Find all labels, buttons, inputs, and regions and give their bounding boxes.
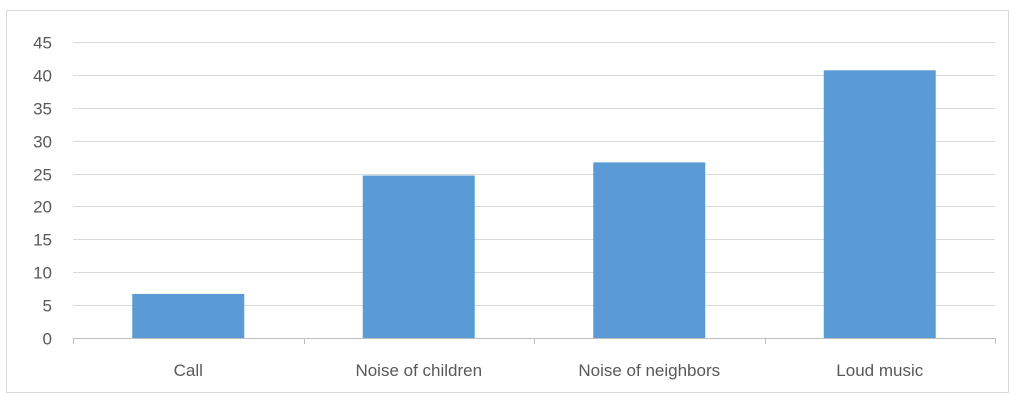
x-tick-labels: Call Noise of children Noise of neighbors L… (174, 361, 924, 380)
y-tick-label: 25 (33, 166, 52, 185)
y-tick-label: 15 (33, 231, 52, 250)
x-tick-label: Call (174, 361, 203, 380)
y-tick-label: 45 (33, 34, 52, 53)
x-tick-label: Noise of neighbors (578, 361, 720, 380)
y-tick-label: 10 (33, 264, 52, 283)
y-tick-label: 35 (33, 100, 52, 119)
x-axis (73, 338, 996, 344)
x-tick-label: Noise of children (355, 361, 482, 380)
x-tick-label: Loud music (836, 361, 923, 380)
bar-noise-of-neighbors (593, 162, 706, 338)
y-tick-label: 5 (43, 297, 52, 316)
bars (132, 70, 936, 338)
bar-loud-music (823, 70, 936, 338)
y-tick-label: 40 (33, 67, 52, 86)
bar-call (132, 293, 245, 338)
bar-noise-of-children (362, 175, 475, 338)
y-tick-label: 30 (33, 133, 52, 152)
y-tick-labels: 0 5 10 15 20 25 30 35 40 45 (33, 34, 52, 349)
y-tick-label: 20 (33, 198, 52, 217)
y-tick-label: 0 (43, 330, 52, 349)
